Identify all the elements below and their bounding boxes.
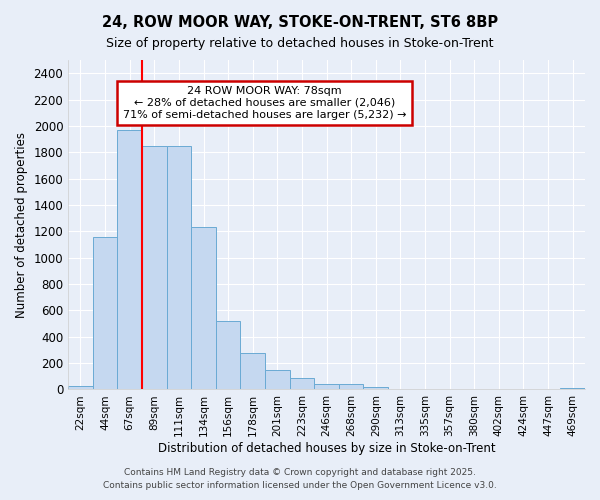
Bar (364, 387, 388, 390)
Bar (167, 146, 191, 390)
Y-axis label: Number of detached properties: Number of detached properties (15, 132, 28, 318)
Text: Contains HM Land Registry data © Crown copyright and database right 2025.
Contai: Contains HM Land Registry data © Crown c… (103, 468, 497, 489)
Bar (142, 146, 167, 390)
Bar (93, 236, 118, 390)
Bar (191, 228, 216, 390)
Bar (68, 386, 93, 390)
Text: 24 ROW MOOR WAY: 78sqm
← 28% of detached houses are smaller (2,046)
71% of semi-: 24 ROW MOOR WAY: 78sqm ← 28% of detached… (123, 86, 406, 120)
Text: Size of property relative to detached houses in Stoke-on-Trent: Size of property relative to detached ho… (106, 38, 494, 51)
Bar (216, 321, 241, 390)
Bar (560, 388, 585, 390)
X-axis label: Distribution of detached houses by size in Stoke-on-Trent: Distribution of detached houses by size … (158, 442, 496, 455)
Bar (413, 389, 437, 390)
Text: 24, ROW MOOR WAY, STOKE-ON-TRENT, ST6 8BP: 24, ROW MOOR WAY, STOKE-ON-TRENT, ST6 8B… (102, 15, 498, 30)
Bar (118, 130, 142, 390)
Bar (290, 378, 314, 390)
Bar (339, 384, 364, 390)
Bar (314, 384, 339, 390)
Bar (265, 370, 290, 390)
Bar (241, 353, 265, 390)
Bar (388, 389, 413, 390)
